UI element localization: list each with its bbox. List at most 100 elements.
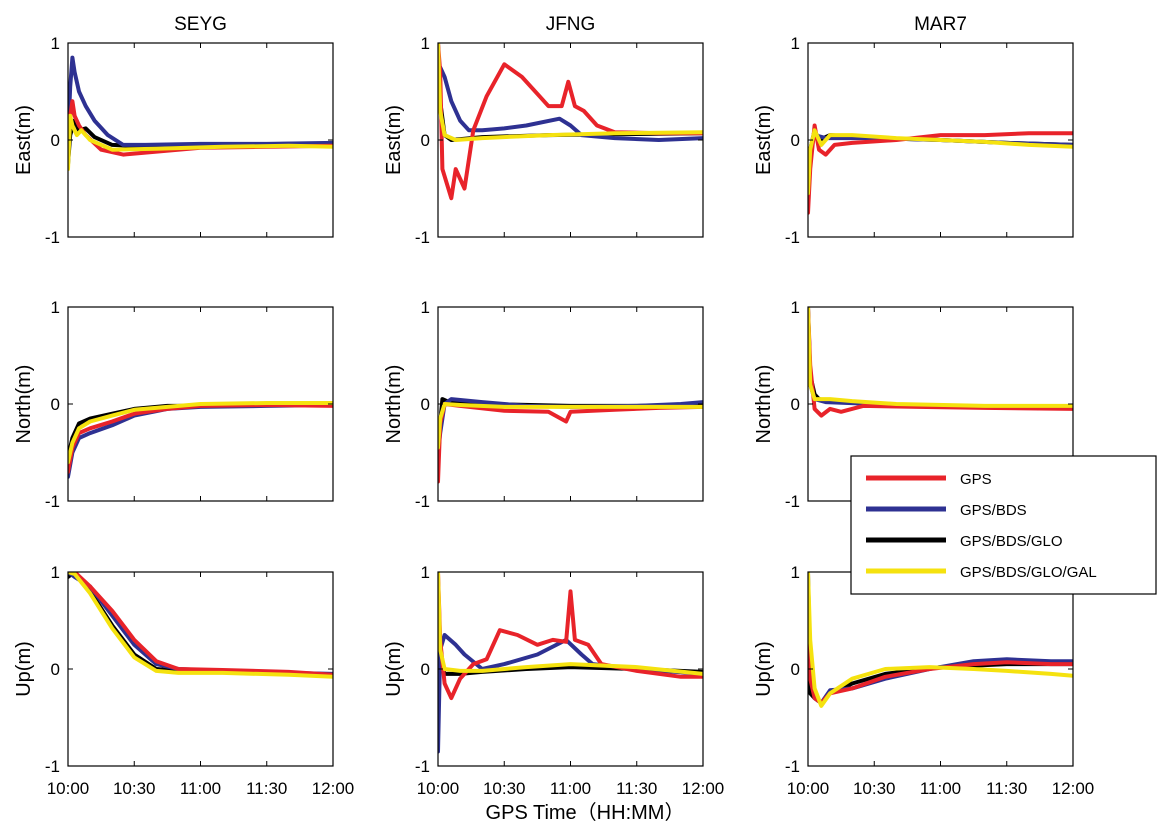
legend-entry-label: GPS [960,471,992,488]
column-title: JFNG [546,14,596,35]
y-axis-label: Up(m) [753,641,775,697]
panels-layer: 1 0 -1 SEYG East(m) 1 0 -1 JFNG East(m) 1 0 -1 MAR7 Ea… [13,14,1094,798]
column-title: MAR7 [914,14,967,35]
series-line-gps-bds [438,633,703,754]
series-line-gps-bds-glo [808,307,1073,409]
y-tick-label: 1 [51,298,60,317]
x-tick-label: 11:00 [550,779,591,798]
y-tick-label: 0 [421,131,430,150]
y-axis-label: Up(m) [383,641,405,697]
legend-entry-label: GPS/BDS/GLO/GAL [960,564,1097,581]
panel-jfng-up: 1 0 -1 10:00 10:30 11:00 11:30 12:00 Up(m) [383,563,724,798]
y-tick-label: -1 [415,757,430,776]
series-line-gps [438,572,703,701]
y-axis-label: North(m) [753,365,775,444]
series-line-gps-bds [808,324,1073,409]
plot-frame [67,42,334,238]
series-line-gps-bds-glo-gal [68,572,333,679]
y-axis-label: North(m) [383,365,405,444]
series-line-gps-bds-glo-gal [438,572,703,676]
y-tick-label: 0 [791,660,800,679]
y-tick-label: 1 [421,563,430,582]
series-line-gps [438,43,703,201]
legend-entry-label: GPS/BDS/GLO [960,533,1063,550]
series-group [68,401,333,479]
y-tick-label: 0 [51,131,60,150]
panel-jfng-north: 1 0 -1 North(m) [383,298,704,511]
series-group [438,397,703,484]
y-tick-label: 1 [791,563,800,582]
y-tick-label: 1 [51,34,60,53]
y-tick-label: 0 [421,660,430,679]
y-axis-label: Up(m) [13,641,35,697]
series-line-gps-bds-glo-gal [438,402,703,450]
y-tick-label: 0 [791,131,800,150]
series-line-gps-bds-glo-gal [438,43,703,142]
panel-seyg-east: 1 0 -1 SEYG East(m) [13,14,334,247]
series-group [438,43,703,201]
series-group [808,307,1073,418]
panel-seyg-up: 1 0 -1 10:00 10:30 11:00 11:30 12:00 Up(m) [13,563,354,798]
y-tick-label: 1 [51,563,60,582]
x-tick-label: 10:00 [417,779,460,798]
series-line-gps-bds-glo [68,402,333,460]
column-title: SEYG [174,14,227,35]
x-tick-label: 10:00 [787,779,830,798]
x-tick-label: 10:30 [483,779,526,798]
panel-seyg-north: 1 0 -1 North(m) [13,298,334,511]
x-tick-label: 10:30 [853,779,896,798]
y-tick-label: -1 [785,492,800,511]
y-tick-label: 1 [421,34,430,53]
y-tick-label: 1 [421,298,430,317]
series-line-gps-bds-glo-gal [808,572,1073,708]
y-tick-label: -1 [45,492,60,511]
panel-mar7-east: 1 0 -1 MAR7 East(m) [753,14,1074,247]
series-line-gps [68,572,333,677]
x-tick-label: 11:00 [180,779,221,798]
y-tick-label: 0 [51,395,60,414]
legend: GPS GPS/BDS GPS/BDS/GLO GPS/BDS/GLO/GAL [850,455,1157,595]
series-line-gps [438,402,703,484]
series-group [438,572,703,754]
series-line-gps-bds-glo-gal [68,113,333,172]
y-tick-label: -1 [785,228,800,247]
panel-jfng-east: 1 0 -1 JFNG East(m) [383,14,704,247]
y-axis-label: East(m) [383,105,405,175]
x-tick-label: 10:00 [47,779,90,798]
legend-entry-label: GPS/BDS [960,502,1027,519]
y-tick-label: 1 [791,298,800,317]
y-tick-label: 0 [421,395,430,414]
series-line-gps-bds [438,65,703,142]
series-line-gps [808,589,1073,705]
y-tick-label: 1 [791,34,800,53]
series-group [808,123,1073,215]
y-tick-label: 0 [51,660,60,679]
series-line-gps-bds [68,55,333,147]
x-tick-label: 11:30 [616,779,657,798]
x-tick-label: 12:00 [312,779,355,798]
y-tick-label: 0 [791,395,800,414]
x-tick-label: 11:30 [986,779,1027,798]
y-tick-label: -1 [415,228,430,247]
x-tick-label: 12:00 [1052,779,1095,798]
y-axis-label: North(m) [13,365,35,444]
series-group [808,572,1073,708]
y-tick-label: -1 [785,757,800,776]
x-axis-title: GPS Time（HH:MM） [486,801,685,824]
x-tick-label: 10:30 [113,779,156,798]
x-tick-label: 11:30 [246,779,287,798]
y-tick-label: -1 [45,228,60,247]
y-axis-label: East(m) [13,105,35,175]
y-axis-label: East(m) [753,105,775,175]
x-tick-label: 12:00 [682,779,725,798]
y-tick-label: -1 [45,757,60,776]
panel-mar7-up: 1 0 -1 10:00 10:30 11:00 11:30 12:00 Up(m) [753,563,1094,798]
y-tick-label: -1 [415,492,430,511]
x-tick-label: 11:00 [920,779,961,798]
series-line-gps-bds-glo-gal [808,307,1073,408]
series-group [68,572,333,679]
series-line-gps-bds-glo-gal [68,401,333,465]
series-line-gps-bds-glo-gal [808,128,1073,196]
series-group [68,55,333,172]
